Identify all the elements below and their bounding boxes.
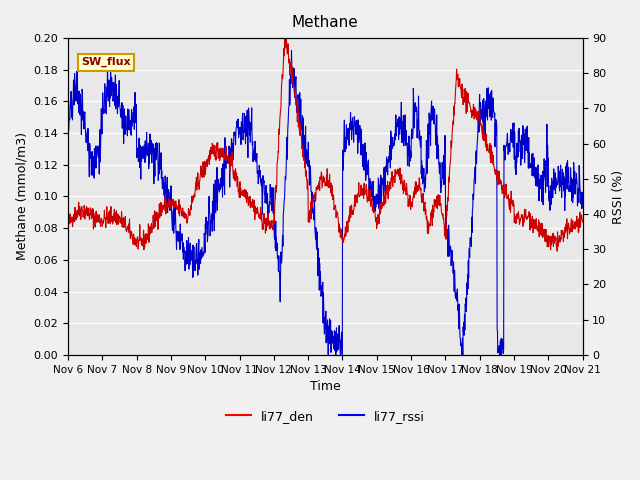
Y-axis label: RSSI (%): RSSI (%) <box>612 169 625 224</box>
Title: Methane: Methane <box>292 15 358 30</box>
Legend: li77_den, li77_rssi: li77_den, li77_rssi <box>221 405 429 428</box>
Y-axis label: Methane (mmol/m3): Methane (mmol/m3) <box>15 132 28 261</box>
X-axis label: Time: Time <box>310 380 340 393</box>
Text: SW_flux: SW_flux <box>81 57 131 67</box>
